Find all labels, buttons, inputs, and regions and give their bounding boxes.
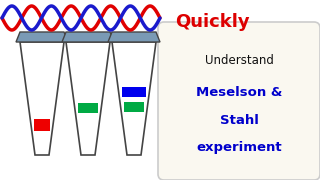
Polygon shape xyxy=(108,32,160,42)
Bar xyxy=(124,102,144,112)
Text: Quickly: Quickly xyxy=(175,13,250,31)
Text: Stahl: Stahl xyxy=(220,114,259,127)
Bar xyxy=(34,119,50,131)
FancyBboxPatch shape xyxy=(158,22,320,180)
Polygon shape xyxy=(16,32,68,42)
Polygon shape xyxy=(20,42,64,155)
Text: experiment: experiment xyxy=(196,141,282,154)
Bar xyxy=(122,87,146,97)
Polygon shape xyxy=(112,42,156,155)
Polygon shape xyxy=(66,42,110,155)
Polygon shape xyxy=(62,32,114,42)
Text: Meselson &: Meselson & xyxy=(196,87,282,100)
Text: Understand: Understand xyxy=(204,53,273,66)
Bar xyxy=(78,103,98,113)
